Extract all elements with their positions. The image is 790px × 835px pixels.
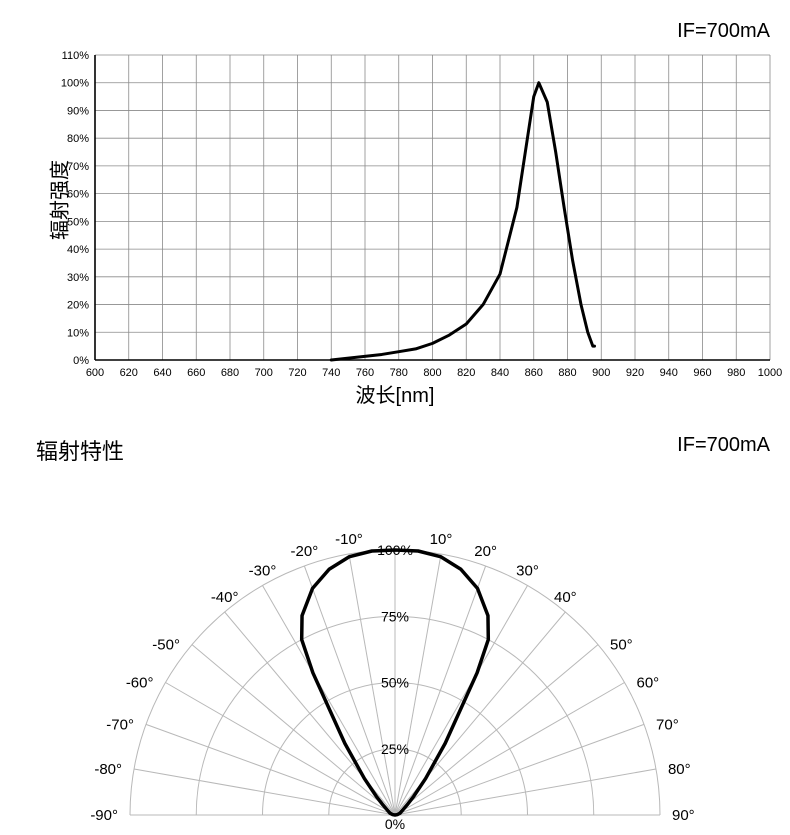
svg-text:10°: 10° [430, 531, 453, 548]
svg-text:1000: 1000 [758, 367, 782, 379]
svg-text:90°: 90° [672, 807, 695, 824]
svg-text:860: 860 [525, 367, 543, 379]
page: IF=700mA 辐射强度 波长[nm] 0% 10% 20% 30% 40% 50% 60… [0, 0, 790, 835]
spectrum-xlabel: 波长[nm] [0, 379, 790, 408]
spectrum-chart: IF=700mA 辐射强度 波长[nm] 0%10%20%30%40%50%60… [0, 0, 790, 420]
svg-text:640: 640 [153, 367, 171, 379]
svg-text:900: 900 [592, 367, 610, 379]
svg-text:840: 840 [491, 367, 509, 379]
svg-text:760: 760 [356, 367, 374, 379]
svg-text:880: 880 [558, 367, 576, 379]
radiation-chart: 辐射特性 IF=700mA 0%25%50%75%100%-90°-80°-70… [0, 420, 790, 835]
svg-text:80°: 80° [668, 761, 691, 778]
svg-text:620: 620 [120, 367, 138, 379]
svg-text:40°: 40° [554, 589, 577, 606]
svg-text:-70°: -70° [106, 716, 134, 733]
spectrum-annotation: IF=700mA [677, 20, 770, 43]
spectrum-svg: 0%10%20%30%40%50%60%70%80%90%100%110%600… [0, 0, 790, 420]
svg-text:50°: 50° [610, 637, 633, 654]
svg-text:0%: 0% [73, 355, 89, 367]
svg-text:25%: 25% [381, 741, 409, 757]
svg-text:780: 780 [390, 367, 408, 379]
svg-text:-90°: -90° [90, 807, 118, 824]
svg-text:100%: 100% [61, 78, 89, 90]
svg-text:940: 940 [660, 367, 678, 379]
svg-text:720: 720 [288, 367, 306, 379]
svg-text:980: 980 [727, 367, 745, 379]
svg-text:90%: 90% [67, 105, 89, 117]
svg-text:80%: 80% [67, 133, 89, 145]
svg-text:700: 700 [255, 367, 273, 379]
svg-text:60°: 60° [636, 675, 659, 692]
svg-text:600: 600 [86, 367, 104, 379]
svg-text:20°: 20° [474, 543, 497, 560]
svg-text:-30°: -30° [249, 563, 277, 580]
svg-text:-20°: -20° [291, 543, 319, 560]
spectrum-ylabel: 辐射强度 [44, 160, 73, 240]
svg-text:50%: 50% [381, 675, 409, 691]
radiation-annotation: IF=700mA [677, 434, 770, 457]
svg-text:30%: 30% [67, 272, 89, 284]
radiation-svg: 0%25%50%75%100%-90°-80°-70°-60°-50°-40°-… [0, 420, 790, 835]
svg-text:75%: 75% [381, 608, 409, 624]
svg-text:-10°: -10° [335, 531, 363, 548]
svg-text:10%: 10% [67, 327, 89, 339]
svg-text:820: 820 [457, 367, 475, 379]
svg-text:740: 740 [322, 367, 340, 379]
svg-text:-80°: -80° [94, 761, 122, 778]
svg-text:800: 800 [423, 367, 441, 379]
svg-text:-60°: -60° [126, 675, 154, 692]
svg-text:-50°: -50° [152, 637, 180, 654]
svg-text:0%: 0% [385, 816, 405, 832]
svg-text:960: 960 [693, 367, 711, 379]
svg-text:20%: 20% [67, 300, 89, 312]
svg-text:920: 920 [626, 367, 644, 379]
svg-text:40%: 40% [67, 244, 89, 256]
radiation-title: 辐射特性 [36, 434, 124, 466]
svg-text:680: 680 [221, 367, 239, 379]
svg-text:-40°: -40° [211, 589, 239, 606]
svg-text:30°: 30° [516, 563, 539, 580]
svg-text:70°: 70° [656, 716, 679, 733]
svg-text:660: 660 [187, 367, 205, 379]
svg-text:110%: 110% [62, 50, 90, 62]
